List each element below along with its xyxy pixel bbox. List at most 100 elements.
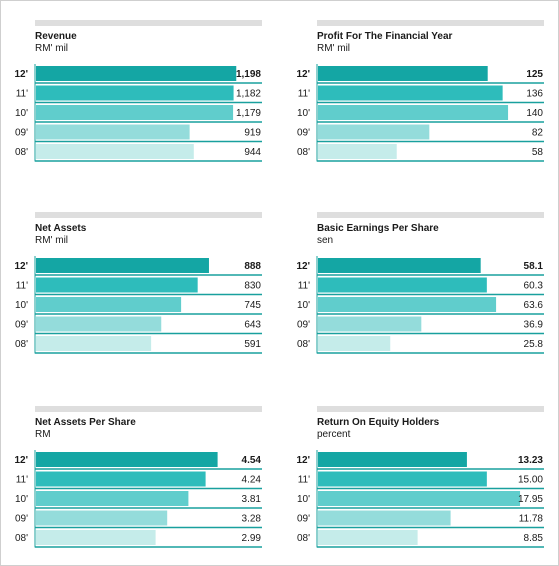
bar [36, 297, 182, 312]
data-label: 944 [244, 147, 261, 158]
data-label: 8.85 [524, 533, 544, 544]
data-label: 58 [532, 147, 544, 158]
bar [36, 336, 152, 351]
category-label: 12' [297, 69, 310, 80]
panel-header-bar [35, 20, 262, 26]
category-label: 08' [15, 533, 28, 544]
bar-chart-svg: 12' 1,198 11' 1,182 10' 1,179 09' 919 08' 944 [15, 64, 262, 162]
category-label: 08' [15, 339, 28, 350]
panel-header-bar [35, 212, 262, 218]
category-label: 11' [16, 281, 28, 292]
data-label: 60.3 [524, 281, 544, 292]
bar [318, 316, 422, 332]
category-label: 11' [16, 89, 28, 100]
data-label: 63.6 [524, 300, 544, 311]
bar [36, 277, 198, 293]
category-label: 12' [15, 261, 28, 272]
chart-unit: sen [317, 235, 334, 246]
category-label: 08' [297, 533, 310, 544]
data-label: 745 [244, 300, 261, 311]
category-label: 11' [298, 281, 310, 292]
data-label: 2.99 [242, 533, 262, 544]
panel-header-bar [317, 212, 544, 218]
data-label: 1,198 [236, 69, 261, 80]
category-label: 08' [297, 147, 310, 158]
bar [318, 471, 487, 487]
chart-unit: RM' mil [317, 43, 351, 54]
chart-title: Basic Earnings Per Share [317, 223, 439, 234]
data-label: 4.54 [242, 455, 262, 466]
category-label: 09' [297, 320, 310, 331]
bar [318, 144, 397, 159]
panel-header-bar [317, 406, 544, 412]
data-label: 1,182 [236, 89, 261, 100]
category-label: 12' [297, 261, 310, 272]
bar [318, 85, 503, 101]
data-label: 3.81 [242, 494, 262, 505]
bar-chart-svg: 12' 888 11' 830 10' 745 09' 643 08' 591 [15, 256, 262, 354]
bar-chart-svg: 12' 13.23 11' 15.00 10' 17.95 09' 11.78 08' 8.85 [297, 450, 544, 548]
category-label: 08' [297, 339, 310, 350]
data-label: 36.9 [524, 320, 544, 331]
bar [36, 316, 162, 332]
bar [318, 336, 391, 351]
data-label: 13.23 [518, 455, 543, 466]
category-label: 09' [15, 320, 28, 331]
bar-chart-svg: 12' 58.1 11' 60.3 10' 63.6 09' 36.9 08' 25.8 [297, 256, 544, 354]
category-label: 09' [297, 514, 310, 525]
chart-unit: RM' mil [35, 43, 69, 54]
bar [318, 530, 418, 545]
chart-panel-roe: Return On Equity Holders percent 12' 13.2… [297, 406, 559, 556]
data-label: 17.95 [518, 494, 543, 505]
category-label: 12' [15, 69, 28, 80]
data-label: 136 [526, 89, 543, 100]
data-label: 3.28 [242, 514, 262, 525]
data-label: 919 [244, 128, 261, 139]
data-label: 140 [526, 108, 543, 119]
category-label: 08' [15, 147, 28, 158]
bar [318, 452, 467, 467]
chart-title: Profit For The Financial Year [317, 31, 453, 42]
bar-chart-svg: 12' 4.54 11' 4.24 10' 3.81 09' 3.28 08' 2.99 [15, 450, 262, 548]
data-label: 125 [526, 69, 543, 80]
category-label: 10' [297, 108, 310, 119]
category-label: 12' [15, 455, 28, 466]
category-label: 12' [297, 455, 310, 466]
bar [36, 510, 168, 526]
bar [318, 510, 451, 526]
panel-header-bar [35, 406, 262, 412]
chart-unit: percent [317, 429, 351, 440]
bar [36, 66, 237, 81]
category-label: 11' [298, 89, 310, 100]
bar [36, 452, 218, 467]
bar [318, 124, 430, 140]
category-label: 09' [15, 514, 28, 525]
chart-panel-nas: Net Assets Per Share RM 12' 4.54 11' 4.24 10… [15, 406, 277, 556]
category-label: 10' [297, 300, 310, 311]
category-label: 11' [16, 475, 28, 486]
bar [36, 471, 206, 487]
bar-chart-svg: 12' 125 11' 136 10' 140 09' 82 08' 58 [297, 64, 544, 162]
data-label: 830 [244, 281, 261, 292]
chart-title: Net Assets Per Share [35, 417, 136, 428]
category-label: 10' [15, 300, 28, 311]
chart-title: Revenue [35, 31, 77, 42]
data-label: 58.1 [524, 261, 544, 272]
category-label: 11' [298, 475, 310, 486]
bar [318, 105, 509, 120]
data-label: 591 [244, 339, 261, 350]
bar [318, 277, 487, 293]
bar [36, 258, 209, 273]
data-label: 1,179 [236, 108, 261, 119]
bar [318, 491, 521, 506]
chart-panel-revenue: Revenue RM' mil 12' 1,198 11' 1,182 10' 1,179… [15, 20, 277, 170]
category-label: 10' [297, 494, 310, 505]
category-label: 09' [297, 128, 310, 139]
category-label: 10' [15, 108, 28, 119]
data-label: 643 [244, 320, 261, 331]
chart-title: Net Assets [35, 223, 87, 234]
chart-unit: RM [35, 429, 51, 440]
data-label: 15.00 [518, 475, 543, 486]
chart-panel-net-assets: Net Assets RM' mil 12' 888 11' 830 10' 745 09'… [15, 212, 277, 362]
bar [318, 297, 497, 312]
